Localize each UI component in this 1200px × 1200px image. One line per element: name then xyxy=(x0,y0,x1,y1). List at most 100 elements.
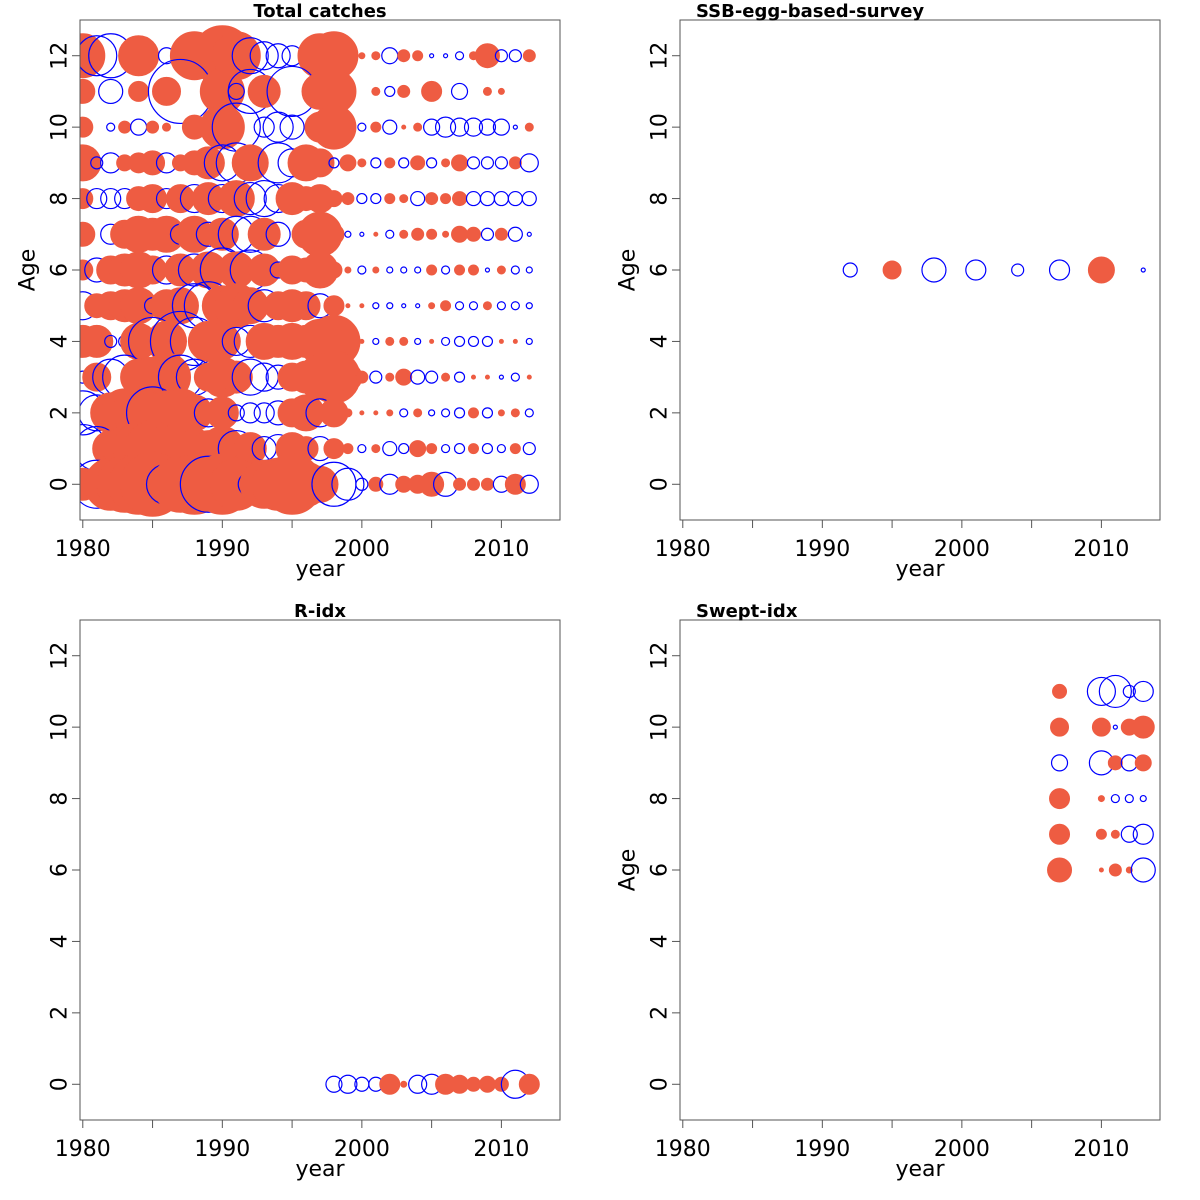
x-tick-label: 2000 xyxy=(334,537,390,562)
x-tick-label: 1980 xyxy=(55,537,111,562)
x-axis-title: year xyxy=(295,1157,345,1182)
bubble-positive xyxy=(497,409,505,417)
bubble-positive xyxy=(384,157,396,169)
bubble-negative xyxy=(507,190,523,207)
bubble-negative xyxy=(480,227,495,241)
bubble-positive xyxy=(339,154,357,172)
bubble-negative xyxy=(98,78,124,105)
bubble-negative xyxy=(440,443,451,454)
y-tick-label: 0 xyxy=(48,1077,73,1091)
bubble-negative xyxy=(357,265,367,275)
bubble-positive xyxy=(343,408,353,418)
bubble-positive xyxy=(146,120,160,134)
bubble-negative xyxy=(453,407,466,419)
bubble-positive xyxy=(411,227,425,241)
panel-title: Total catches xyxy=(253,1,386,22)
bubble-negative xyxy=(480,156,495,170)
bubble-positive xyxy=(1049,788,1071,810)
bubble-positive xyxy=(368,476,384,492)
y-tick-label: 6 xyxy=(48,863,73,877)
bubble-negative xyxy=(453,371,466,383)
y-tick-label: 6 xyxy=(648,863,673,877)
bubble-positive xyxy=(1050,717,1070,737)
bubble-positive xyxy=(412,50,424,62)
y-tick-label: 8 xyxy=(648,192,673,206)
bubble-negative xyxy=(262,111,294,143)
bubble-negative xyxy=(434,116,457,138)
x-tick-label: 2010 xyxy=(1073,537,1129,562)
bubble-negative xyxy=(130,118,148,136)
bubble-positive xyxy=(399,194,409,204)
bubble-positive xyxy=(454,264,466,276)
bubble-positive xyxy=(1052,683,1068,699)
bubble-positive xyxy=(426,264,438,276)
bubble-positive xyxy=(478,1075,496,1093)
bubble-negative xyxy=(525,337,533,346)
bubble-positive xyxy=(452,191,468,207)
bubble-positive xyxy=(359,303,365,309)
bubble-negative xyxy=(453,442,466,455)
bubble-negative xyxy=(249,41,279,71)
bubble-negative xyxy=(401,303,407,309)
bubble-negative xyxy=(481,407,494,419)
bubble-negative xyxy=(449,117,470,137)
bubble-positive xyxy=(400,1080,408,1088)
bubble-negative xyxy=(386,266,394,274)
bubble-positive xyxy=(413,408,423,418)
x-tick-label: 2010 xyxy=(473,537,529,562)
y-axis-title: Age xyxy=(616,249,641,292)
y-tick-label: 12 xyxy=(48,642,73,670)
bubble-positive xyxy=(80,221,96,247)
bubble-positive xyxy=(467,264,479,276)
bubble-negative xyxy=(466,156,481,170)
bubble-positive xyxy=(344,266,352,274)
panel-title: R-idx xyxy=(294,601,346,622)
bubble-negative xyxy=(385,229,395,239)
bubble-negative xyxy=(381,47,399,65)
bubble-positive xyxy=(509,443,521,455)
bubble-negative xyxy=(481,335,494,348)
x-tick-label: 1980 xyxy=(655,537,711,562)
bubble-positive xyxy=(451,154,469,172)
bubble-positive xyxy=(247,217,281,251)
bubble-positive xyxy=(466,477,480,491)
bubble-positive xyxy=(419,471,445,497)
bubble-negative xyxy=(463,117,484,137)
bubble-negative xyxy=(356,192,368,205)
bubble-negative xyxy=(410,369,426,385)
bubble-positive xyxy=(410,155,426,171)
bubble-negative xyxy=(382,440,398,457)
bubble-positive xyxy=(413,122,423,132)
bubble-negative xyxy=(398,442,410,455)
bubble-positive xyxy=(219,360,253,394)
bubble-layer xyxy=(80,25,539,517)
bubble-negative xyxy=(386,302,394,310)
bubble-positive xyxy=(152,76,182,106)
bubble-positive xyxy=(484,374,490,380)
bubble-positive xyxy=(429,338,435,344)
y-tick-label: 10 xyxy=(648,713,673,741)
bubble-negative xyxy=(231,358,269,396)
bubble-negative xyxy=(921,257,947,283)
bubble-negative xyxy=(1139,794,1147,803)
bubble-positive xyxy=(440,300,452,312)
bubble-positive xyxy=(882,260,902,280)
x-axis-title: year xyxy=(895,1157,945,1182)
x-tick-label: 2000 xyxy=(934,1137,990,1162)
y-tick-label: 2 xyxy=(48,406,73,420)
bubble-negative xyxy=(384,85,396,98)
bubble-negative xyxy=(233,181,267,216)
bubble-negative xyxy=(1098,674,1132,709)
bubble-positive xyxy=(80,144,102,182)
y-tick-label: 10 xyxy=(48,113,73,141)
y-tick-label: 8 xyxy=(48,792,73,806)
bubble-negative xyxy=(453,335,466,348)
y-tick-label: 4 xyxy=(48,934,73,948)
bubble-positive xyxy=(482,301,492,311)
x-tick-label: 1990 xyxy=(194,1137,250,1162)
bubble-positive xyxy=(341,192,355,206)
bubble-negative xyxy=(484,267,491,273)
bubble-positive xyxy=(1098,867,1104,873)
bubble-positive xyxy=(451,225,469,243)
bubble-positive xyxy=(323,223,345,245)
